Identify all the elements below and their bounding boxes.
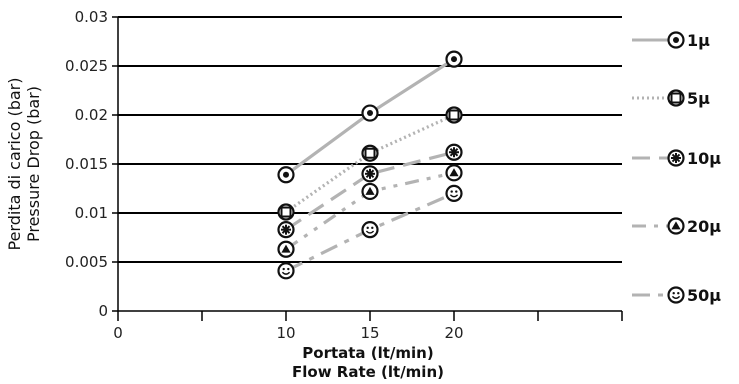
axes: 0 0.005 0.01 0.015 0.02 0.025 0.03 0 10 15 20 [65,8,623,342]
data-point-3-0 [277,240,295,258]
legend-marker [667,149,685,167]
legend-item-0: 1µ [632,31,710,50]
y-axis-title-line-1: Perdita di carico (bar) [5,78,24,251]
y-tick-label: 0 [98,302,108,320]
data-point-1-2 [445,106,463,124]
legend-item-3: 20µ [632,217,721,236]
legend-item-1: 5µ [632,89,710,108]
data-point-4-0 [277,262,295,280]
y-tick-label: 0.01 [75,204,108,222]
data-point-1-0 [277,203,295,221]
legend-label: 5µ [687,89,710,108]
data-point-4-1 [361,221,379,239]
x-tick-label: 10 [276,324,295,342]
y-axis-title-line-2: Pressure Drop (bar) [24,86,43,242]
data-point-0-2 [445,50,463,68]
legend-marker [667,31,685,49]
data-point-0-0 [277,166,295,184]
legend-marker [667,89,685,107]
series-line-2 [285,150,455,231]
data-point-2-0 [277,221,295,239]
data-point-1-1 [361,144,379,162]
data-point-3-1 [361,182,379,201]
y-tick-label: 0.005 [65,253,108,271]
legend-label: 50µ [687,286,721,305]
y-tick-label: 0.015 [65,155,108,173]
legend-label: 10µ [687,149,721,168]
x-axis-title-line-1: Portata (lt/min) [302,344,433,362]
y-tick-label: 0.025 [65,57,108,75]
y-tick-label: 0.02 [75,106,108,124]
legend-label: 20µ [687,217,721,236]
data-point-2-2 [445,143,463,161]
data-point-4-2 [445,184,463,202]
legend-item-2: 10µ [632,149,721,168]
x-axis-title-line-2: Flow Rate (lt/min) [292,363,444,381]
grid [118,16,622,263]
x-tick-label: 0 [113,324,123,342]
legend-label: 1µ [687,31,710,50]
legend: 1µ 5µ 10µ 20µ 50µ [632,31,721,305]
legend-marker [667,286,685,304]
series-markers [277,50,463,280]
legend-marker [667,217,685,235]
data-point-0-1 [361,104,379,122]
y-tick-label: 0.03 [75,8,108,26]
x-tick-label: 15 [360,324,379,342]
x-tick-label: 20 [444,324,463,342]
data-point-3-2 [445,164,463,182]
legend-item-4: 50µ [632,286,721,305]
data-point-2-1 [361,165,379,183]
